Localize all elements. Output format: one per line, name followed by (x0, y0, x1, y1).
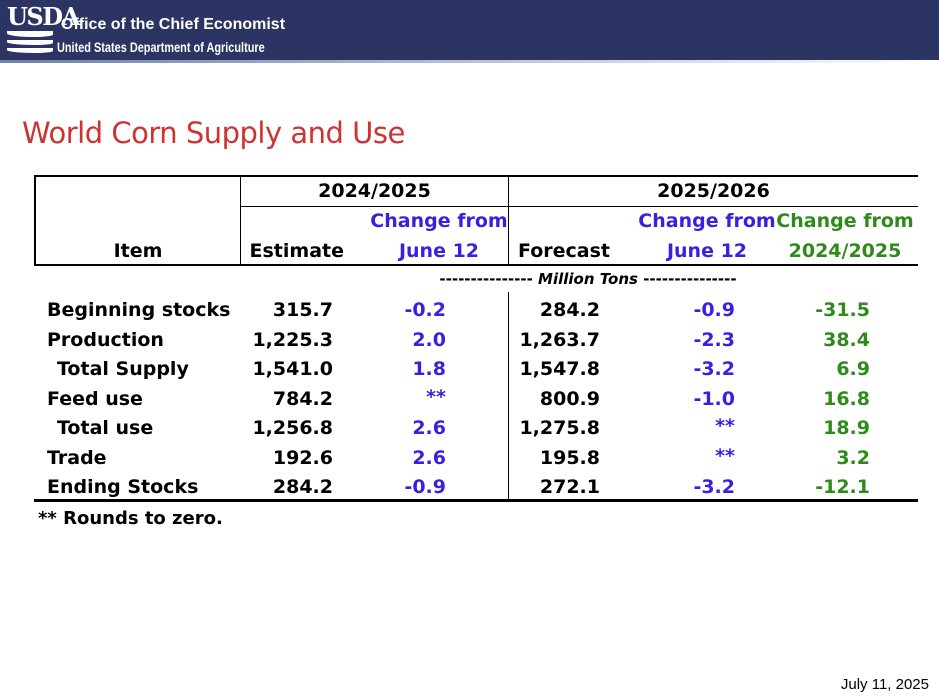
department-name: United States Department of Agriculture (57, 39, 265, 55)
row-item: Total use (57, 417, 154, 439)
col-header-change3-line1: Change from (776, 210, 914, 232)
row-item: Beginning stocks (47, 299, 231, 321)
col-header-estimate: Estimate (249, 240, 344, 262)
col-header-change2-line1: Change from (638, 210, 776, 232)
header-divider (0, 60, 939, 63)
col-header-change1-line1: Change from (370, 210, 508, 232)
slide-date: July 11, 2025 (840, 676, 929, 693)
usda-logo: USDA (7, 2, 80, 54)
group-2025-2026: 2025/2026 (657, 180, 770, 202)
row-item: Ending Stocks (47, 476, 199, 498)
page-title: World Corn Supply and Use (22, 116, 405, 150)
row-item: Trade (47, 447, 107, 469)
col-header-change3-line2: 2024/2025 (788, 240, 902, 262)
row-item: Feed use (47, 388, 143, 410)
header-bar: USDA Office of the Chief Economist Unite… (0, 0, 939, 60)
col-header-change1-line2: June 12 (398, 240, 480, 262)
usda-logo-text: USDA (7, 2, 80, 31)
footnote: ** Rounds to zero. (38, 508, 223, 529)
col-header-change2-line2: June 12 (666, 240, 748, 262)
row-item: Production (47, 329, 164, 351)
office-name: Office of the Chief Economist (61, 16, 286, 33)
group-2024-2025: 2024/2025 (318, 180, 431, 202)
unit-label: --------------- Million Tons -----------… (439, 270, 737, 288)
col-header-forecast: Forecast (518, 240, 610, 262)
row-item: Total Supply (57, 358, 189, 380)
supply-use-table: 2024/2025 2025/2026 Item Estimate Change… (34, 175, 918, 502)
col-header-item: Item (113, 240, 163, 262)
